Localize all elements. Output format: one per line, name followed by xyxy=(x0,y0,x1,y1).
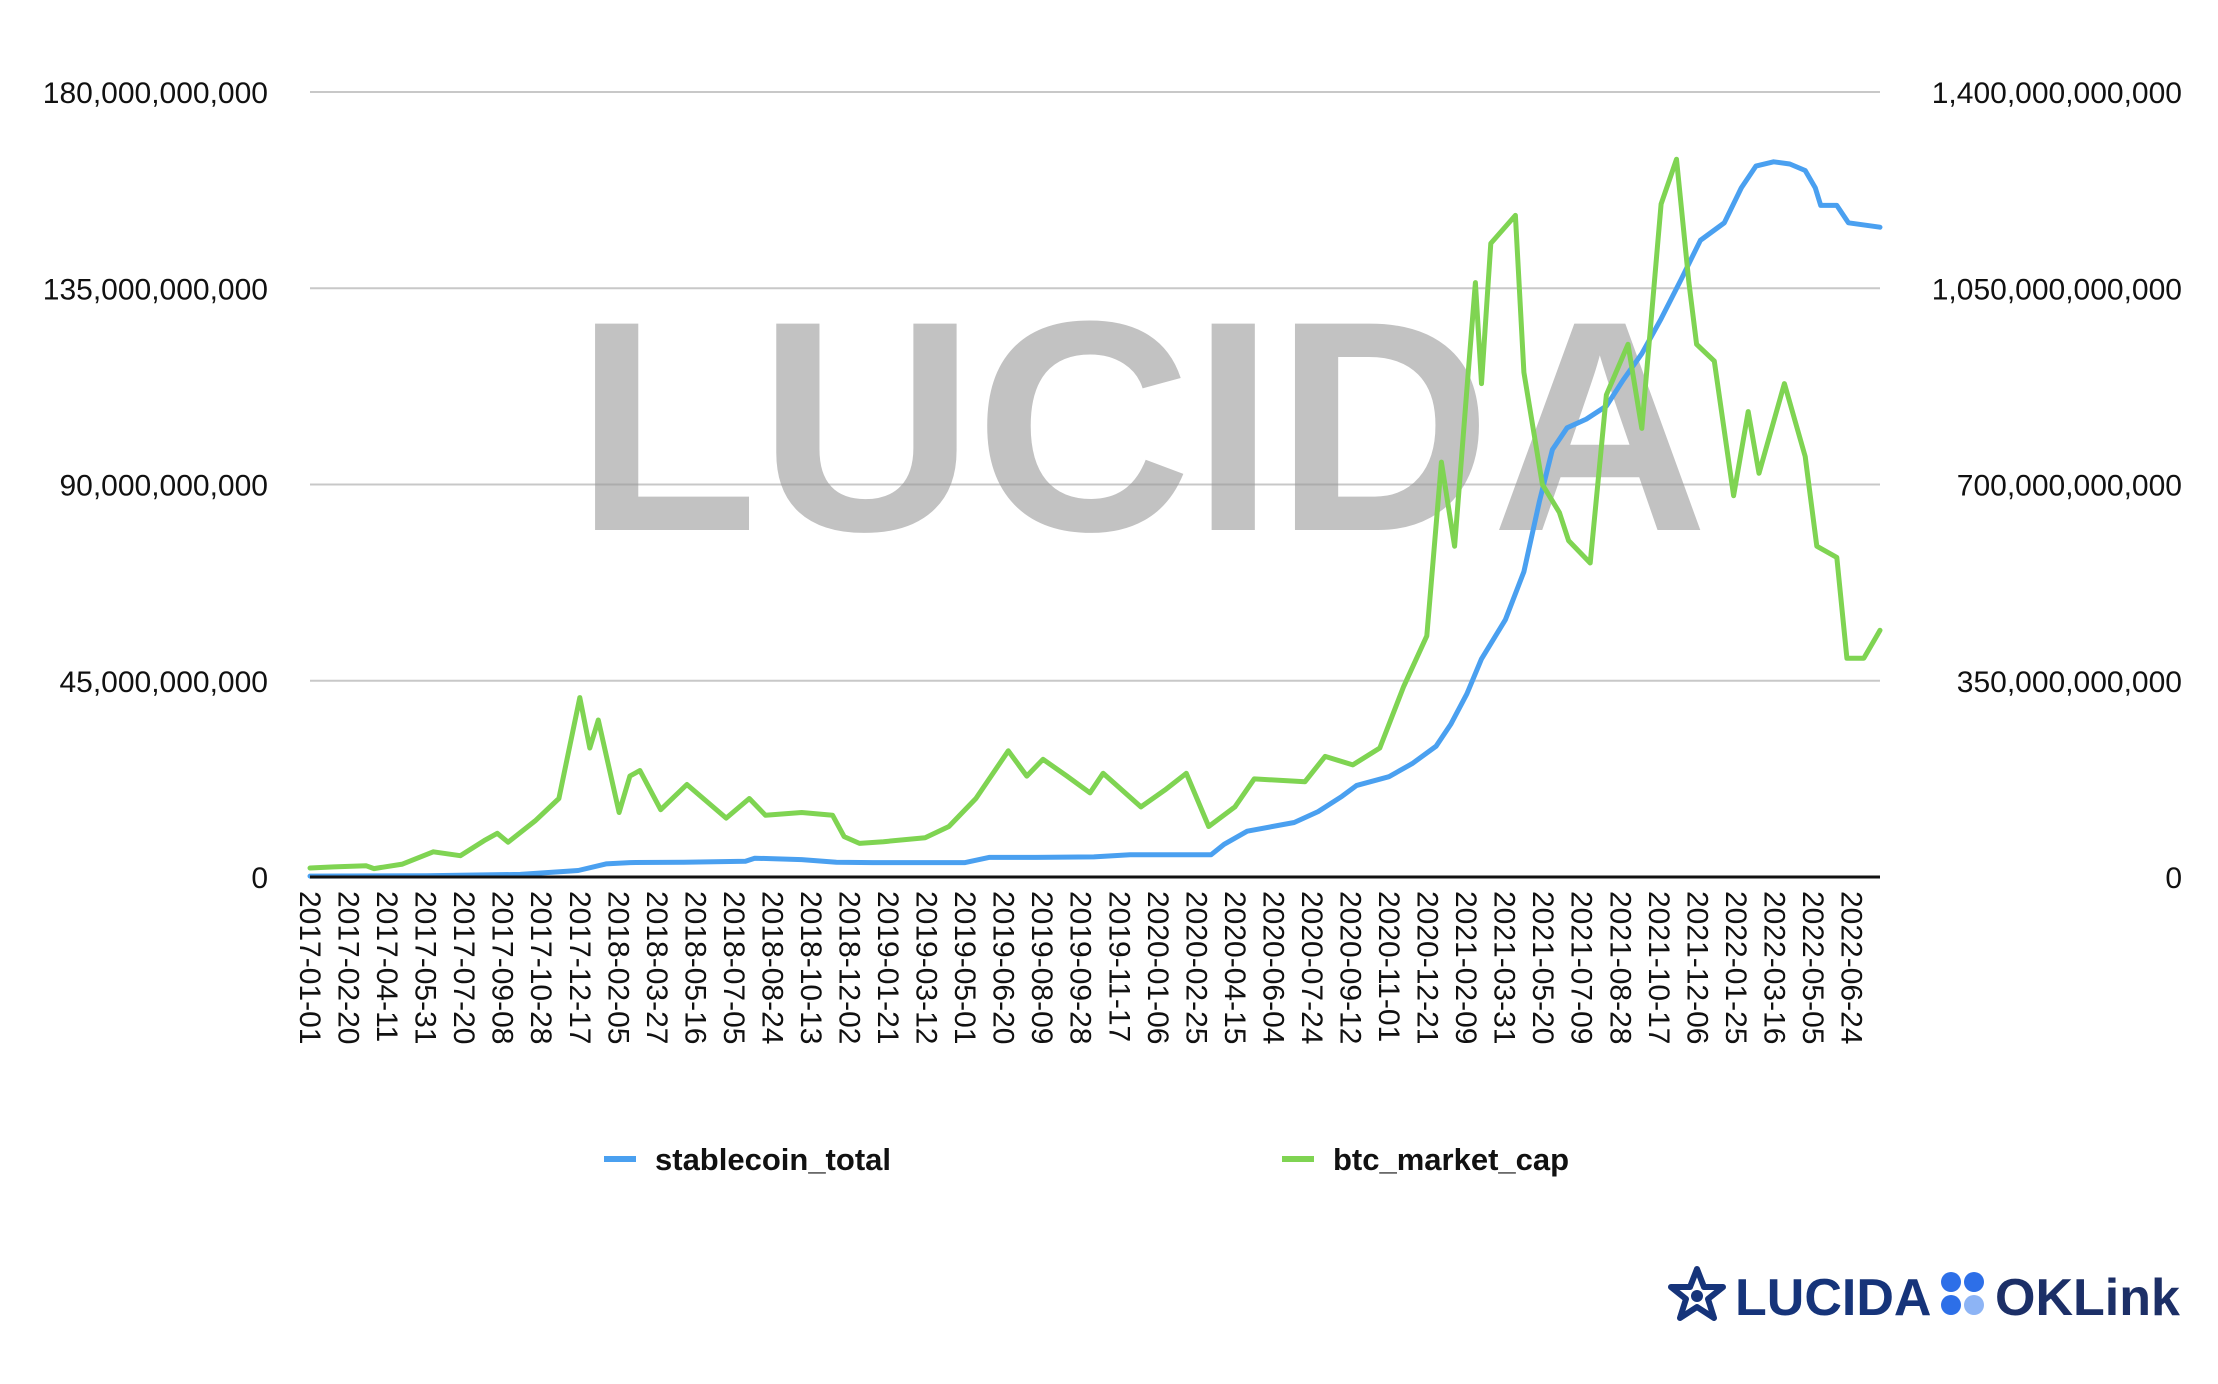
x-tick-label: 2020-09-12 xyxy=(1334,891,1367,1044)
x-tick-label: 2021-12-06 xyxy=(1680,891,1713,1044)
x-tick-label: 2019-03-12 xyxy=(910,891,943,1044)
x-tick-label: 2018-10-13 xyxy=(794,891,827,1044)
x-tick-label: 2022-01-25 xyxy=(1719,891,1752,1044)
x-axis-ticks: 2017-01-01 2017-02-20 2017-04-11 2017-05-31… xyxy=(293,891,1867,1044)
legend-label-stablecoin-total: stablecoin_total xyxy=(655,1142,891,1177)
lucida-logo: LUCIDA xyxy=(1668,1266,1931,1327)
x-tick-label: 2020-02-25 xyxy=(1179,891,1212,1044)
oklink-dots-icon xyxy=(1941,1272,1984,1315)
x-tick-label: 2017-10-28 xyxy=(524,891,557,1044)
lucida-star-icon xyxy=(1668,1266,1726,1321)
watermark-text: LUCIDA xyxy=(575,258,1708,594)
x-tick-label: 2020-12-21 xyxy=(1411,891,1444,1044)
x-tick-label: 2019-05-01 xyxy=(948,891,981,1044)
x-tick-label: 2021-07-09 xyxy=(1565,891,1598,1044)
x-tick-label: 2018-12-02 xyxy=(833,891,866,1044)
x-tick-label: 2017-05-31 xyxy=(409,891,442,1044)
x-tick-label: 2017-01-01 xyxy=(293,891,326,1044)
x-tick-label: 2021-02-09 xyxy=(1449,891,1482,1044)
series-line-btc-market-cap xyxy=(307,156,1883,872)
right-tick-label: 0 xyxy=(2165,862,2182,895)
series-line-stablecoin-total xyxy=(307,159,1883,879)
left-tick-label: 0 xyxy=(251,862,268,895)
x-tick-label: 2022-03-16 xyxy=(1757,891,1790,1044)
right-tick-label: 350,000,000,000 xyxy=(1957,666,2182,699)
x-tick-label: 2017-02-20 xyxy=(332,891,365,1044)
left-tick-label: 45,000,000,000 xyxy=(59,666,268,699)
x-tick-label: 2021-10-17 xyxy=(1642,891,1675,1044)
x-tick-label: 2020-04-15 xyxy=(1218,891,1251,1044)
x-tick-label: 2017-09-08 xyxy=(486,891,519,1044)
x-tick-label: 2019-06-20 xyxy=(987,891,1020,1044)
x-tick-label: 2018-08-24 xyxy=(755,891,788,1044)
legend: stablecoin_total btc_market_cap xyxy=(604,1142,1569,1177)
left-axis-ticks: 0 45,000,000,000 90,000,000,000 135,000,000… xyxy=(43,77,268,895)
x-tick-label: 2017-07-20 xyxy=(447,891,480,1044)
x-tick-label: 2020-01-06 xyxy=(1141,891,1174,1044)
left-tick-label: 135,000,000,000 xyxy=(43,273,268,306)
x-tick-label: 2018-05-16 xyxy=(678,891,711,1044)
right-tick-label: 1,050,000,000,000 xyxy=(1932,273,2182,306)
x-tick-label: 2019-01-21 xyxy=(871,891,904,1044)
x-tick-label: 2022-06-24 xyxy=(1834,891,1867,1044)
x-tick-label: 2018-02-05 xyxy=(601,891,634,1044)
x-tick-label: 2019-11-17 xyxy=(1102,891,1135,1042)
oklink-logo: OKLink xyxy=(1941,1269,2180,1327)
x-tick-label: 2018-07-05 xyxy=(717,891,750,1044)
oklink-logo-text: OKLink xyxy=(1995,1269,2180,1327)
left-tick-label: 180,000,000,000 xyxy=(43,77,268,110)
right-tick-label: 1,400,000,000,000 xyxy=(1932,77,2182,110)
x-tick-label: 2018-03-27 xyxy=(640,891,673,1044)
x-tick-label: 2017-12-17 xyxy=(563,891,596,1044)
x-tick-label: 2022-05-05 xyxy=(1796,891,1829,1044)
x-tick-label: 2019-08-09 xyxy=(1025,891,1058,1044)
x-tick-label: 2021-05-20 xyxy=(1526,891,1559,1044)
x-tick-label: 2021-08-28 xyxy=(1603,891,1636,1044)
x-tick-label: 2020-07-24 xyxy=(1295,891,1328,1044)
right-tick-label: 700,000,000,000 xyxy=(1957,470,2182,503)
x-tick-label: 2020-06-04 xyxy=(1256,891,1289,1044)
legend-label-btc-market-cap: btc_market_cap xyxy=(1333,1142,1569,1177)
lucida-logo-text: LUCIDA xyxy=(1735,1269,1931,1327)
x-tick-label: 2017-04-11 xyxy=(370,891,403,1042)
grid xyxy=(310,91,1880,682)
x-tick-label: 2019-09-28 xyxy=(1064,891,1097,1044)
left-tick-label: 90,000,000,000 xyxy=(59,470,268,503)
series-lines xyxy=(307,156,1883,879)
x-tick-label: 2020-11-01 xyxy=(1372,891,1405,1042)
x-tick-label: 2021-03-31 xyxy=(1488,891,1521,1044)
right-axis-ticks: 0 350,000,000,000 700,000,000,000 1,050,000… xyxy=(1932,77,2182,895)
